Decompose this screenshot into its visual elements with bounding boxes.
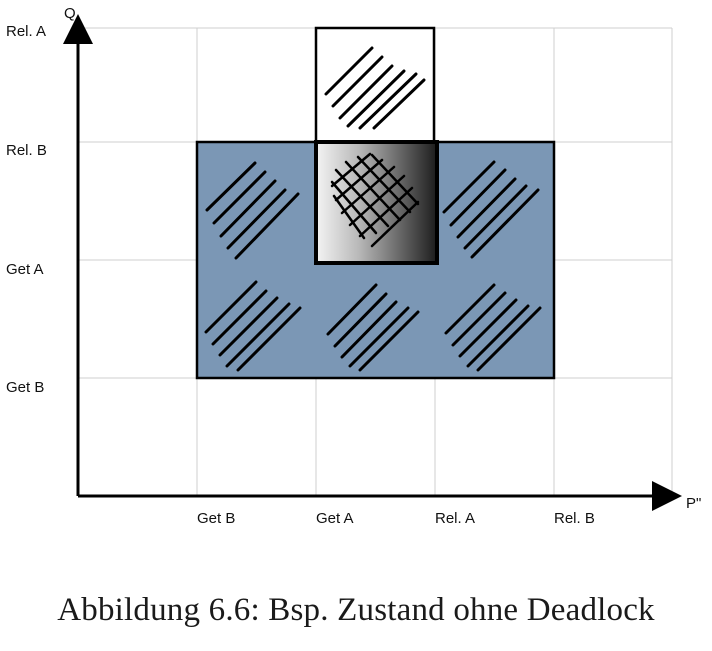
y-tick-label: Rel. A — [6, 23, 46, 40]
hatch-pattern-blue — [204, 160, 542, 372]
x-tick-label: Get A — [316, 510, 354, 527]
x-tick-label: Rel. B — [554, 510, 595, 527]
x-tick-label: Rel. A — [435, 510, 475, 527]
y-tick-label: Get B — [6, 379, 44, 396]
hatch-pattern-upper — [324, 46, 426, 130]
figure-caption: Abbildung 6.6: Bsp. Zustand ohne Deadloc… — [57, 592, 655, 628]
y-tick-label: Get A — [6, 261, 44, 278]
crosshatch-pattern — [330, 152, 420, 248]
y-axis-name: Q — [64, 5, 76, 22]
progress-diagram: Q P" Rel. A Rel. B Get A Get B Get B Get… — [6, 5, 701, 527]
x-axis-name: P" — [686, 495, 701, 512]
x-tick-label: Get B — [197, 510, 235, 527]
y-tick-label: Rel. B — [6, 142, 47, 159]
